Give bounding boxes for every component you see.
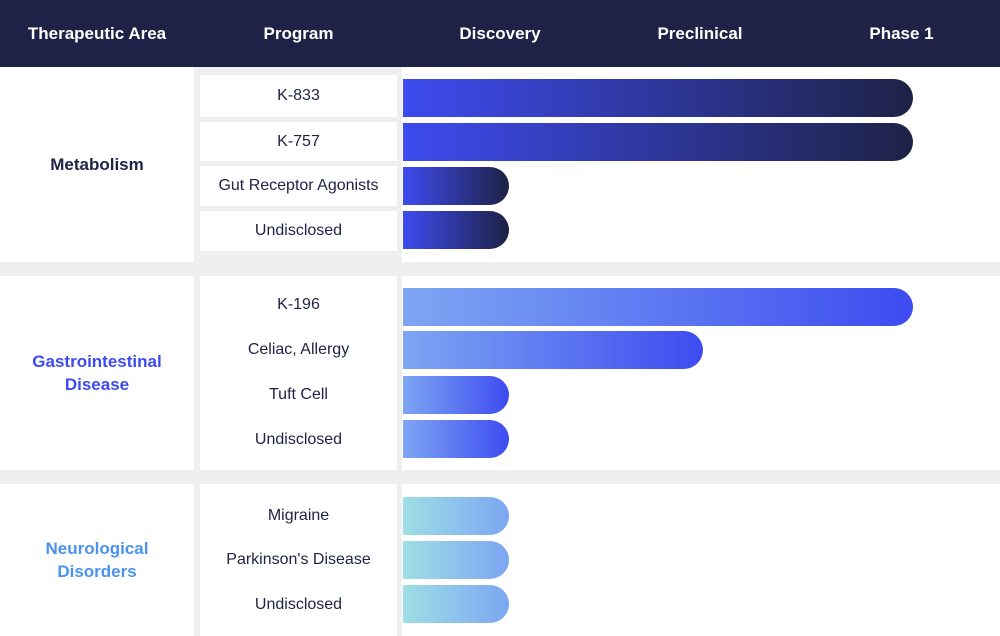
progress-bar bbox=[403, 376, 509, 414]
progress-bar bbox=[403, 331, 703, 369]
program-cell: Undisclosed bbox=[200, 211, 397, 251]
header-stage-discovery: Discovery bbox=[459, 24, 541, 43]
progress-bar bbox=[403, 585, 509, 623]
progress-bar bbox=[403, 497, 509, 535]
progress-bar bbox=[403, 167, 509, 205]
area-label-metabolism: Metabolism bbox=[50, 155, 144, 174]
area-cell-neurological: Neurological Disorders bbox=[0, 484, 194, 636]
program-label: Gut Receptor Agonists bbox=[218, 177, 379, 194]
program-cell: Gut Receptor Agonists bbox=[200, 166, 397, 206]
program-cell: Undisclosed bbox=[200, 420, 397, 460]
program-cell: K-757 bbox=[200, 122, 397, 161]
header-stage-preclinical: Preclinical bbox=[657, 24, 743, 43]
program-label: Undisclosed bbox=[254, 431, 343, 448]
program-cell: Tuft Cell bbox=[200, 375, 397, 415]
area-cell-gastrointestinal: Gastrointestinal Disease bbox=[0, 276, 194, 470]
progress-bar bbox=[403, 211, 509, 249]
program-cell: Migraine bbox=[200, 497, 397, 535]
program-label: K-833 bbox=[277, 87, 320, 104]
progress-bar bbox=[403, 123, 913, 161]
group-divider bbox=[0, 470, 1000, 484]
header-program: Program bbox=[263, 24, 334, 43]
group-divider bbox=[0, 262, 1000, 276]
area-cell-metabolism: Metabolism bbox=[0, 67, 194, 262]
header-stage-phase-1: Phase 1 bbox=[869, 24, 934, 43]
program-label: Celiac, Allergy bbox=[247, 341, 350, 358]
program-label: Migraine bbox=[267, 507, 330, 524]
program-cell: Undisclosed bbox=[200, 585, 397, 625]
area-label-gastrointestinal: Gastrointestinal Disease bbox=[32, 352, 162, 394]
area-label-neurological: Neurological Disorders bbox=[45, 539, 149, 581]
program-cell: K-196 bbox=[200, 285, 397, 325]
progress-bar bbox=[403, 541, 509, 579]
program-label: Parkinson's Disease bbox=[226, 551, 371, 568]
progress-bar bbox=[403, 420, 509, 458]
program-label: K-757 bbox=[277, 132, 320, 150]
program-label: Undisclosed bbox=[254, 222, 343, 239]
column-separator bbox=[397, 67, 402, 636]
header-therapeutic-area: Therapeutic Area bbox=[27, 24, 167, 43]
program-label: Tuft Cell bbox=[269, 386, 328, 403]
program-label: K-196 bbox=[277, 296, 320, 313]
table-header: Therapeutic Area Program Discovery Precl… bbox=[0, 0, 1000, 67]
program-label: Undisclosed bbox=[254, 596, 343, 613]
progress-bar bbox=[403, 79, 913, 117]
column-separator bbox=[194, 67, 200, 636]
progress-bar bbox=[403, 288, 913, 326]
program-cell: K-833 bbox=[200, 75, 397, 117]
program-cell: Celiac, Allergy bbox=[200, 330, 397, 370]
program-cell: Parkinson's Disease bbox=[200, 540, 397, 580]
